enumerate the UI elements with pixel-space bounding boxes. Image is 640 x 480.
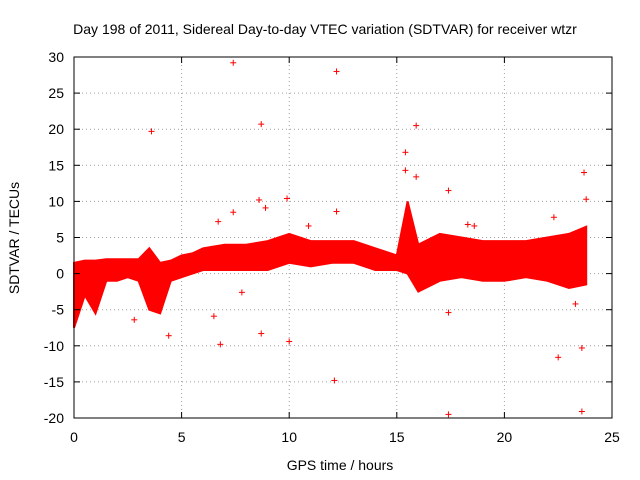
data-point xyxy=(284,195,291,202)
data-point xyxy=(258,330,265,337)
y-tick-label: -20 xyxy=(44,410,64,426)
data-band xyxy=(73,201,588,329)
x-axis-label: GPS time / hours xyxy=(287,457,394,473)
ticks: 0 5 10 15 20 25 -20 -15 -10 -5 0 5 10 15 20 25 30 xyxy=(44,49,620,445)
data-point xyxy=(402,149,409,156)
dense-band-area xyxy=(73,201,588,329)
x-tick-label: 0 xyxy=(70,429,78,445)
x-tick-label: 15 xyxy=(389,429,405,445)
data-point xyxy=(413,173,420,180)
chart-title: Day 198 of 2011, Sidereal Day-to-day VTE… xyxy=(73,21,577,37)
data-point xyxy=(413,122,420,129)
y-tick-label: -5 xyxy=(52,302,65,318)
data-point xyxy=(331,377,338,384)
x-tick-label: 25 xyxy=(604,429,620,445)
data-point xyxy=(402,167,409,174)
data-point xyxy=(210,313,217,320)
data-point xyxy=(445,187,452,194)
data-point xyxy=(464,221,471,228)
data-point xyxy=(445,309,452,316)
data-point xyxy=(131,316,138,323)
data-point xyxy=(333,68,340,75)
data-point xyxy=(217,341,224,348)
data-point xyxy=(148,128,155,135)
data-point xyxy=(572,300,579,307)
y-tick-label: 30 xyxy=(48,49,64,65)
x-tick-label: 5 xyxy=(178,429,186,445)
data-point xyxy=(471,222,478,229)
plot-frame xyxy=(73,56,613,419)
data-point xyxy=(578,344,585,351)
data-point xyxy=(238,289,245,296)
y-tick-label: 25 xyxy=(48,85,64,101)
data-point xyxy=(286,338,293,345)
y-tick-label: -15 xyxy=(44,374,64,390)
data-point xyxy=(230,59,237,66)
y-tick-label: -10 xyxy=(44,338,64,354)
data-points xyxy=(131,59,590,418)
y-tick-label: 15 xyxy=(48,157,64,173)
data-point xyxy=(583,196,590,203)
y-tick-label: 5 xyxy=(56,230,64,246)
y-tick-label: 20 xyxy=(48,121,64,137)
y-tick-label: 10 xyxy=(48,193,64,209)
data-point xyxy=(578,408,585,415)
data-point xyxy=(230,209,237,216)
y-tick-label: 0 xyxy=(56,266,64,282)
data-point xyxy=(215,218,222,225)
data-point xyxy=(555,354,562,361)
data-point xyxy=(262,204,269,211)
data-point xyxy=(258,121,265,128)
data-point xyxy=(333,208,340,215)
x-tick-label: 20 xyxy=(497,429,513,445)
y-axis-label: SDTVAR / TECUs xyxy=(6,182,22,294)
data-point xyxy=(550,214,557,221)
data-point xyxy=(581,169,588,176)
data-point xyxy=(165,332,172,339)
data-point xyxy=(305,222,312,229)
data-point xyxy=(256,196,263,203)
data-point xyxy=(445,411,452,418)
x-tick-label: 10 xyxy=(281,429,297,445)
